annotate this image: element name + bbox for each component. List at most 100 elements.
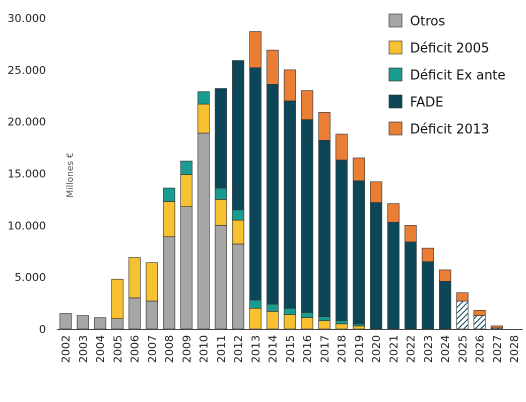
bar-d-ficit-2013-2026 bbox=[473, 310, 486, 316]
x-tick-label: 2009 bbox=[180, 335, 193, 363]
x-tick-label: 2002 bbox=[60, 335, 73, 363]
x-tick-label: 2012 bbox=[232, 335, 245, 363]
bar-d-ficit-2005-2013 bbox=[249, 307, 262, 330]
legend-swatch-1 bbox=[388, 40, 403, 55]
bar-d-ficit-2013-2023 bbox=[421, 247, 434, 262]
bar-d-ficit-2005-2005 bbox=[111, 278, 124, 319]
y-tick-label: 5.000 bbox=[15, 271, 47, 284]
x-tick-label: 2025 bbox=[456, 335, 469, 363]
plot-area bbox=[59, 31, 503, 330]
legend-label-0: Otros bbox=[410, 15, 445, 30]
bar-d-ficit-2005-2009 bbox=[180, 174, 193, 207]
x-tick-label: 2006 bbox=[129, 335, 142, 363]
bar-d-ficit-2005-2014 bbox=[266, 311, 279, 330]
bar-d-ficit-2005-2010 bbox=[197, 103, 210, 134]
bar-d-ficit-ex-ante-2010 bbox=[197, 91, 210, 105]
bar-d-ficit-ex-ante-2018 bbox=[335, 320, 348, 325]
x-tick-label: 2016 bbox=[301, 335, 314, 363]
bar-fade-2016 bbox=[301, 119, 314, 313]
bar-fade-2024 bbox=[439, 281, 452, 330]
legend-swatch-2 bbox=[388, 67, 403, 82]
x-tick-label: 2022 bbox=[405, 335, 418, 363]
legend-swatch-3 bbox=[388, 94, 403, 109]
bar-d-ficit-2013-2021 bbox=[387, 203, 400, 223]
x-tick-label: 2020 bbox=[370, 335, 383, 363]
bar-fade-2012 bbox=[232, 60, 245, 211]
legend-label-4: Déficit 2013 bbox=[410, 123, 489, 138]
y-tick-label: 25.000 bbox=[8, 64, 47, 77]
bar-otros-2004 bbox=[94, 317, 107, 330]
x-tick-label: 2021 bbox=[387, 335, 400, 363]
bar-d-ficit-2005-2015 bbox=[283, 314, 296, 330]
x-tick-label: 2028 bbox=[508, 335, 521, 363]
bar-fade-2014 bbox=[266, 84, 279, 305]
bar-otros-2010 bbox=[197, 132, 210, 330]
bar-otros-2009 bbox=[180, 206, 193, 330]
x-tick-label: 2007 bbox=[146, 335, 159, 363]
bar-d-ficit-ex-ante-2017 bbox=[318, 316, 331, 322]
bar-d-ficit-2005-2017 bbox=[318, 320, 331, 330]
bar-d-ficit-2005-2008 bbox=[163, 201, 176, 238]
legend-swatch-4 bbox=[388, 121, 403, 136]
x-tick-label: 2011 bbox=[215, 335, 228, 363]
bar-d-ficit-ex-ante-2008 bbox=[163, 187, 176, 202]
x-tick-label: 2004 bbox=[94, 335, 107, 363]
bar-d-ficit-2005-2011 bbox=[214, 199, 227, 226]
bar-d-ficit-2013-2017 bbox=[318, 112, 331, 141]
x-tick-label: 2010 bbox=[198, 335, 211, 363]
legend-label-2: Déficit Ex ante bbox=[410, 69, 506, 84]
bar-d-ficit-2013-2022 bbox=[404, 225, 417, 243]
bar-otros-2003 bbox=[76, 315, 89, 330]
bar-hatched-2025 bbox=[456, 300, 469, 330]
bar-otros-2012 bbox=[232, 243, 245, 330]
x-tick-label: 2008 bbox=[163, 335, 176, 363]
bar-fade-2013 bbox=[249, 67, 262, 301]
bar-fade-2019 bbox=[352, 180, 365, 325]
bar-otros-2006 bbox=[128, 297, 141, 330]
bar-otros-2002 bbox=[59, 313, 72, 330]
bar-otros-2011 bbox=[214, 225, 227, 330]
y-tick-label: 10.000 bbox=[8, 219, 47, 232]
y-tick-label: 0 bbox=[39, 323, 46, 336]
x-tick-label: 2017 bbox=[318, 335, 331, 363]
bar-otros-2005 bbox=[111, 318, 124, 330]
bar-d-ficit-ex-ante-2013 bbox=[249, 299, 262, 309]
x-tick-label: 2018 bbox=[336, 335, 349, 363]
bar-d-ficit-ex-ante-2014 bbox=[266, 303, 279, 312]
x-tick-label: 2023 bbox=[422, 335, 435, 363]
y-tick-label: 15.000 bbox=[8, 168, 47, 181]
bar-fade-2017 bbox=[318, 140, 331, 317]
bar-fade-2015 bbox=[283, 100, 296, 309]
x-tick-label: 2013 bbox=[249, 335, 262, 363]
bar-d-ficit-2013-2013 bbox=[249, 31, 262, 69]
legend-swatch-0 bbox=[388, 13, 403, 28]
bar-d-ficit-2005-2018 bbox=[335, 323, 348, 330]
bar-d-ficit-2013-2018 bbox=[335, 133, 348, 161]
bar-d-ficit-2013-2014 bbox=[266, 49, 279, 85]
x-tick-label: 2024 bbox=[439, 335, 452, 363]
x-tick-label: 2003 bbox=[77, 335, 90, 363]
y-axis-label: Millones € bbox=[66, 152, 76, 198]
legend-label-1: Déficit 2005 bbox=[410, 42, 489, 57]
bar-hatched-2026 bbox=[473, 315, 486, 330]
x-tick-label: 2015 bbox=[284, 335, 297, 363]
bar-d-ficit-2013-2020 bbox=[370, 181, 383, 203]
bar-fade-2022 bbox=[404, 241, 417, 330]
bar-d-ficit-2013-2016 bbox=[301, 90, 314, 120]
y-tick-label: 30.000 bbox=[8, 12, 47, 25]
bar-d-ficit-ex-ante-2011 bbox=[214, 187, 227, 200]
bar-d-ficit-ex-ante-2016 bbox=[301, 312, 314, 318]
axes: 0 5.000 10.000 15.000 20.000 25.000 30.000 2002… bbox=[8, 12, 523, 363]
bar-d-ficit-ex-ante-2015 bbox=[283, 307, 296, 315]
bar-d-ficit-ex-ante-2019 bbox=[352, 323, 365, 327]
bar-d-ficit-2013-2024 bbox=[439, 269, 452, 282]
y-tick-label: 20.000 bbox=[8, 116, 47, 129]
x-tick-label: 2005 bbox=[111, 335, 124, 363]
bar-d-ficit-2013-2015 bbox=[283, 69, 296, 102]
bar-fade-2011 bbox=[214, 88, 227, 189]
bar-d-ficit-2013-2019 bbox=[352, 157, 365, 182]
bar-d-ficit-2005-2006 bbox=[128, 257, 141, 299]
x-tick-label: 2014 bbox=[267, 335, 280, 363]
legend: Otros Déficit 2005 Déficit Ex ante FADE Défi… bbox=[388, 13, 506, 138]
